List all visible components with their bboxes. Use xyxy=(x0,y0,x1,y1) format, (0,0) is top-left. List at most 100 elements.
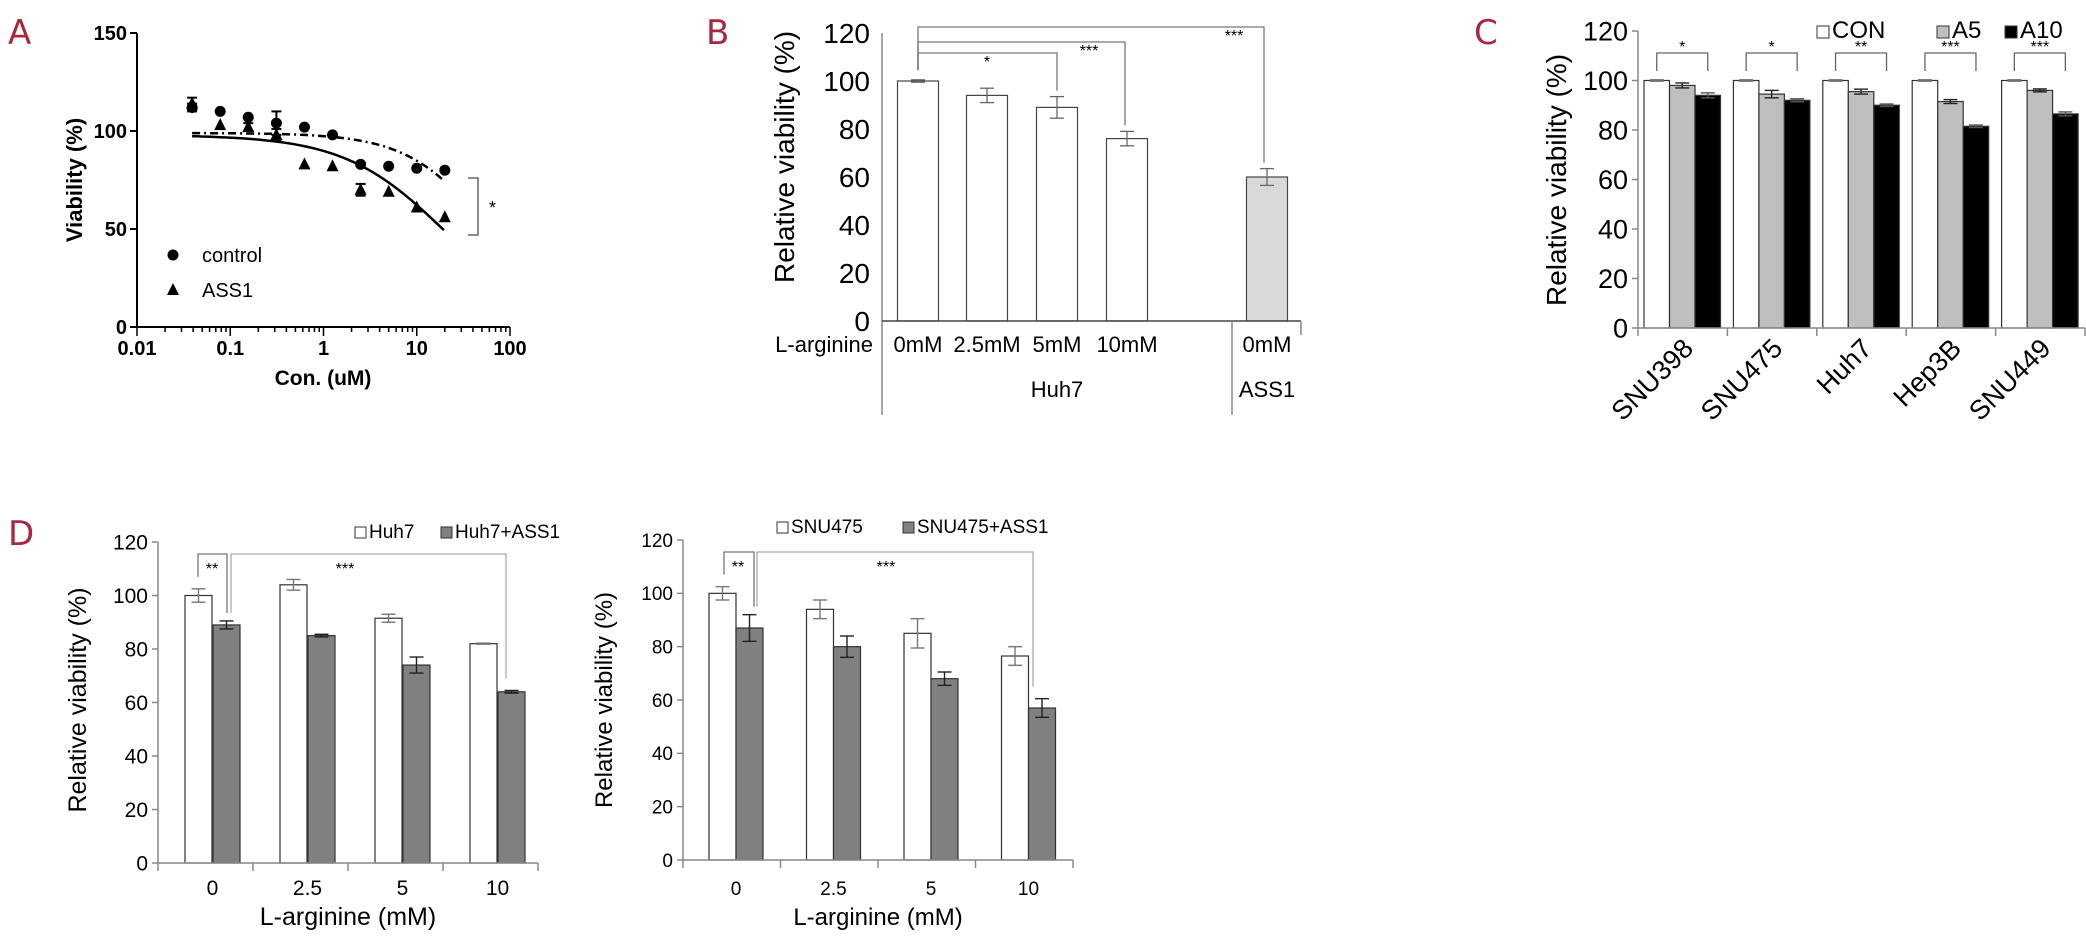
significance-bracket xyxy=(723,551,755,607)
y-tick-label: 60 xyxy=(839,162,870,193)
category-label: SNU475 xyxy=(1695,333,1788,426)
y-tick-label: 20 xyxy=(652,798,673,819)
category-label: 2.5 xyxy=(293,877,322,900)
point-ass1 xyxy=(270,127,283,140)
x-tick-label: 100 xyxy=(493,338,526,360)
category-label: Huh7 xyxy=(1811,333,1878,400)
legend-marker-triangle-icon xyxy=(167,283,179,295)
significance-star: ** xyxy=(206,561,218,578)
y-tick-label: 80 xyxy=(1598,116,1628,146)
legend-swatch-icon xyxy=(1936,25,1950,39)
legend-swatch-icon xyxy=(354,526,367,539)
bar-snu475 xyxy=(1000,655,1030,861)
bar-con xyxy=(1643,79,1671,329)
significance-star: *** xyxy=(336,561,355,578)
fit-curve-control xyxy=(192,131,445,182)
category-label: 0 xyxy=(207,877,219,900)
y-axis-label: Relative viability (%) xyxy=(769,31,800,283)
point-ass1 xyxy=(214,118,227,131)
legend-label: control xyxy=(202,245,262,267)
bar-snu475+ass1 xyxy=(1027,707,1057,861)
legend-swatch-icon xyxy=(2004,25,2018,39)
bar-con xyxy=(1911,79,1939,329)
point-control xyxy=(411,162,423,174)
y-tick-label: 120 xyxy=(1583,17,1628,47)
significance-star: * xyxy=(1769,39,1775,56)
point-ass1 xyxy=(298,157,311,170)
y-tick-label: 0 xyxy=(1613,314,1628,344)
significance-bracket xyxy=(917,26,1265,163)
point-control xyxy=(298,121,310,133)
panel-label-b: B xyxy=(706,13,729,53)
y-tick-label: 60 xyxy=(125,692,148,715)
bar-a10 xyxy=(1694,94,1722,329)
significance-bracket xyxy=(2013,52,2067,71)
chart-c xyxy=(1632,25,2086,336)
chart-d-left xyxy=(152,526,539,871)
y-tick-label: 40 xyxy=(839,210,870,241)
significance-star: * xyxy=(984,54,990,71)
significance-star: ** xyxy=(732,559,744,576)
y-tick-label: 100 xyxy=(823,66,870,97)
y-tick-label: 150 xyxy=(94,23,127,45)
bar-huh7+ass1 xyxy=(212,624,241,864)
significance-bracket xyxy=(197,553,228,613)
group-label: ASS1 xyxy=(1239,377,1295,402)
y-tick-label: 20 xyxy=(125,799,148,822)
bar-huh7+ass1 xyxy=(402,664,431,864)
significance-star: *** xyxy=(1941,39,1960,56)
point-control xyxy=(214,105,226,117)
bar-snu475+ass1 xyxy=(930,678,959,861)
y-tick-label: 0 xyxy=(662,851,673,872)
y-tick-label: 120 xyxy=(641,531,673,552)
x-axis-label: L-arginine (mM) xyxy=(260,903,436,931)
y-tick-label: 80 xyxy=(125,639,148,662)
significance-bracket xyxy=(1834,52,1888,71)
panel-label-a: A xyxy=(8,13,31,53)
chart-d-right xyxy=(677,521,1074,868)
y-tick-label: 20 xyxy=(1598,264,1628,294)
row-label: L-arginine xyxy=(775,332,873,357)
x-axis-label: L-arginine (mM) xyxy=(793,904,962,931)
bar-a5 xyxy=(1847,91,1875,329)
significance-star: *** xyxy=(1225,28,1244,45)
x-tick-label: 0.1 xyxy=(216,338,244,360)
bar-snu475+ass1 xyxy=(832,646,862,861)
point-control xyxy=(242,111,254,123)
legend-label: Huh7+ASS1 xyxy=(455,522,560,543)
category-label: SNU398 xyxy=(1606,333,1699,426)
y-tick-label: 60 xyxy=(652,691,673,712)
x-tick-label: 1 xyxy=(318,338,329,360)
bar xyxy=(1035,106,1079,322)
y-tick-label: 80 xyxy=(652,638,673,659)
significance-star: *** xyxy=(1080,43,1099,60)
y-tick-label: 100 xyxy=(1583,66,1628,96)
chart-a xyxy=(130,32,511,336)
point-ass1 xyxy=(382,184,395,197)
category-label: 5mM xyxy=(1033,332,1082,357)
fit-curve-ass1 xyxy=(192,134,445,232)
bar-con xyxy=(1822,79,1849,329)
significance-bracket xyxy=(1656,52,1709,71)
bar-a10 xyxy=(2052,113,2079,329)
y-tick-label: 120 xyxy=(113,532,148,555)
y-tick-label: 50 xyxy=(105,219,127,241)
significance-star: * xyxy=(1679,39,1685,56)
significance-bracket xyxy=(230,553,507,679)
legend-swatch-icon xyxy=(776,521,789,534)
x-tick-label: 0.01 xyxy=(118,338,157,360)
legend-label: CON xyxy=(1832,17,1885,44)
point-ass1 xyxy=(186,96,199,109)
y-axis-label: Relative viability (%) xyxy=(591,592,618,808)
significance-bracket xyxy=(468,177,479,236)
point-ass1 xyxy=(410,200,423,213)
y-tick-label: 100 xyxy=(641,584,673,605)
bar-huh7+ass1 xyxy=(497,691,526,864)
y-tick-label: 100 xyxy=(94,121,127,143)
bar-snu475 xyxy=(903,632,932,861)
bar-a10 xyxy=(1783,99,1811,329)
y-axis-label: Relative viability (%) xyxy=(64,587,92,812)
point-control xyxy=(327,129,339,141)
category-label: 5 xyxy=(926,879,937,900)
